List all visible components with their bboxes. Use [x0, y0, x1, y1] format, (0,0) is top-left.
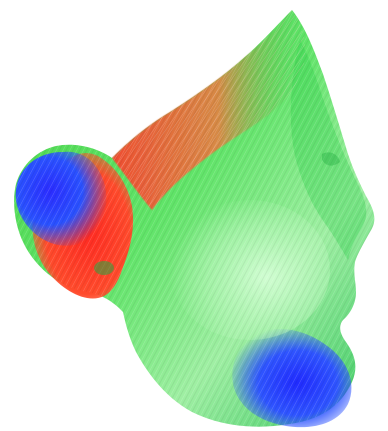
ear-hole [94, 261, 114, 275]
mesh-texture [14, 10, 375, 427]
red-hatch-texture [112, 10, 306, 210]
eye-shadow [322, 152, 340, 166]
